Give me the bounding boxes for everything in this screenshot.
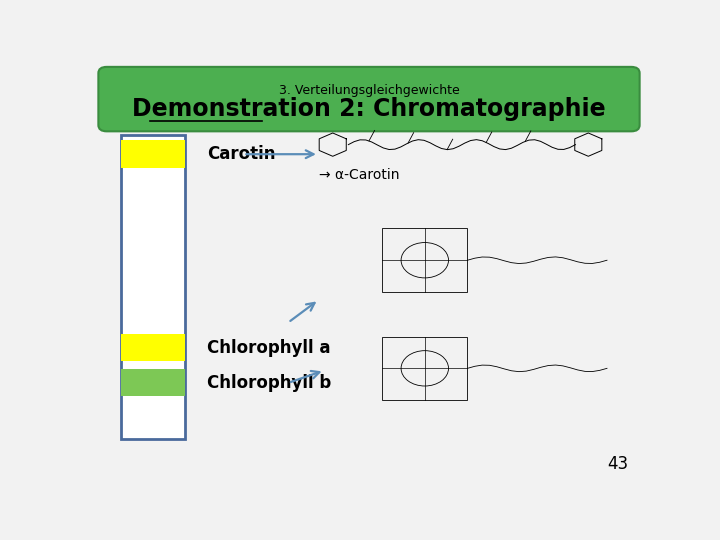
Text: Carotin: Carotin xyxy=(207,145,276,163)
Bar xyxy=(382,228,467,292)
Bar xyxy=(121,140,185,168)
Text: Demonstration 2: Chromatographie: Demonstration 2: Chromatographie xyxy=(132,97,606,122)
Text: → α-Carotin: → α-Carotin xyxy=(319,168,400,182)
Bar xyxy=(121,369,185,396)
FancyBboxPatch shape xyxy=(99,67,639,131)
Bar xyxy=(121,136,185,439)
Text: 43: 43 xyxy=(608,455,629,473)
Text: Chlorophyll a: Chlorophyll a xyxy=(207,339,330,356)
Bar xyxy=(382,336,467,400)
Text: 3. Verteilungsgleichgewichte: 3. Verteilungsgleichgewichte xyxy=(279,84,459,98)
Text: Chlorophyll b: Chlorophyll b xyxy=(207,374,331,392)
Bar xyxy=(121,334,185,361)
